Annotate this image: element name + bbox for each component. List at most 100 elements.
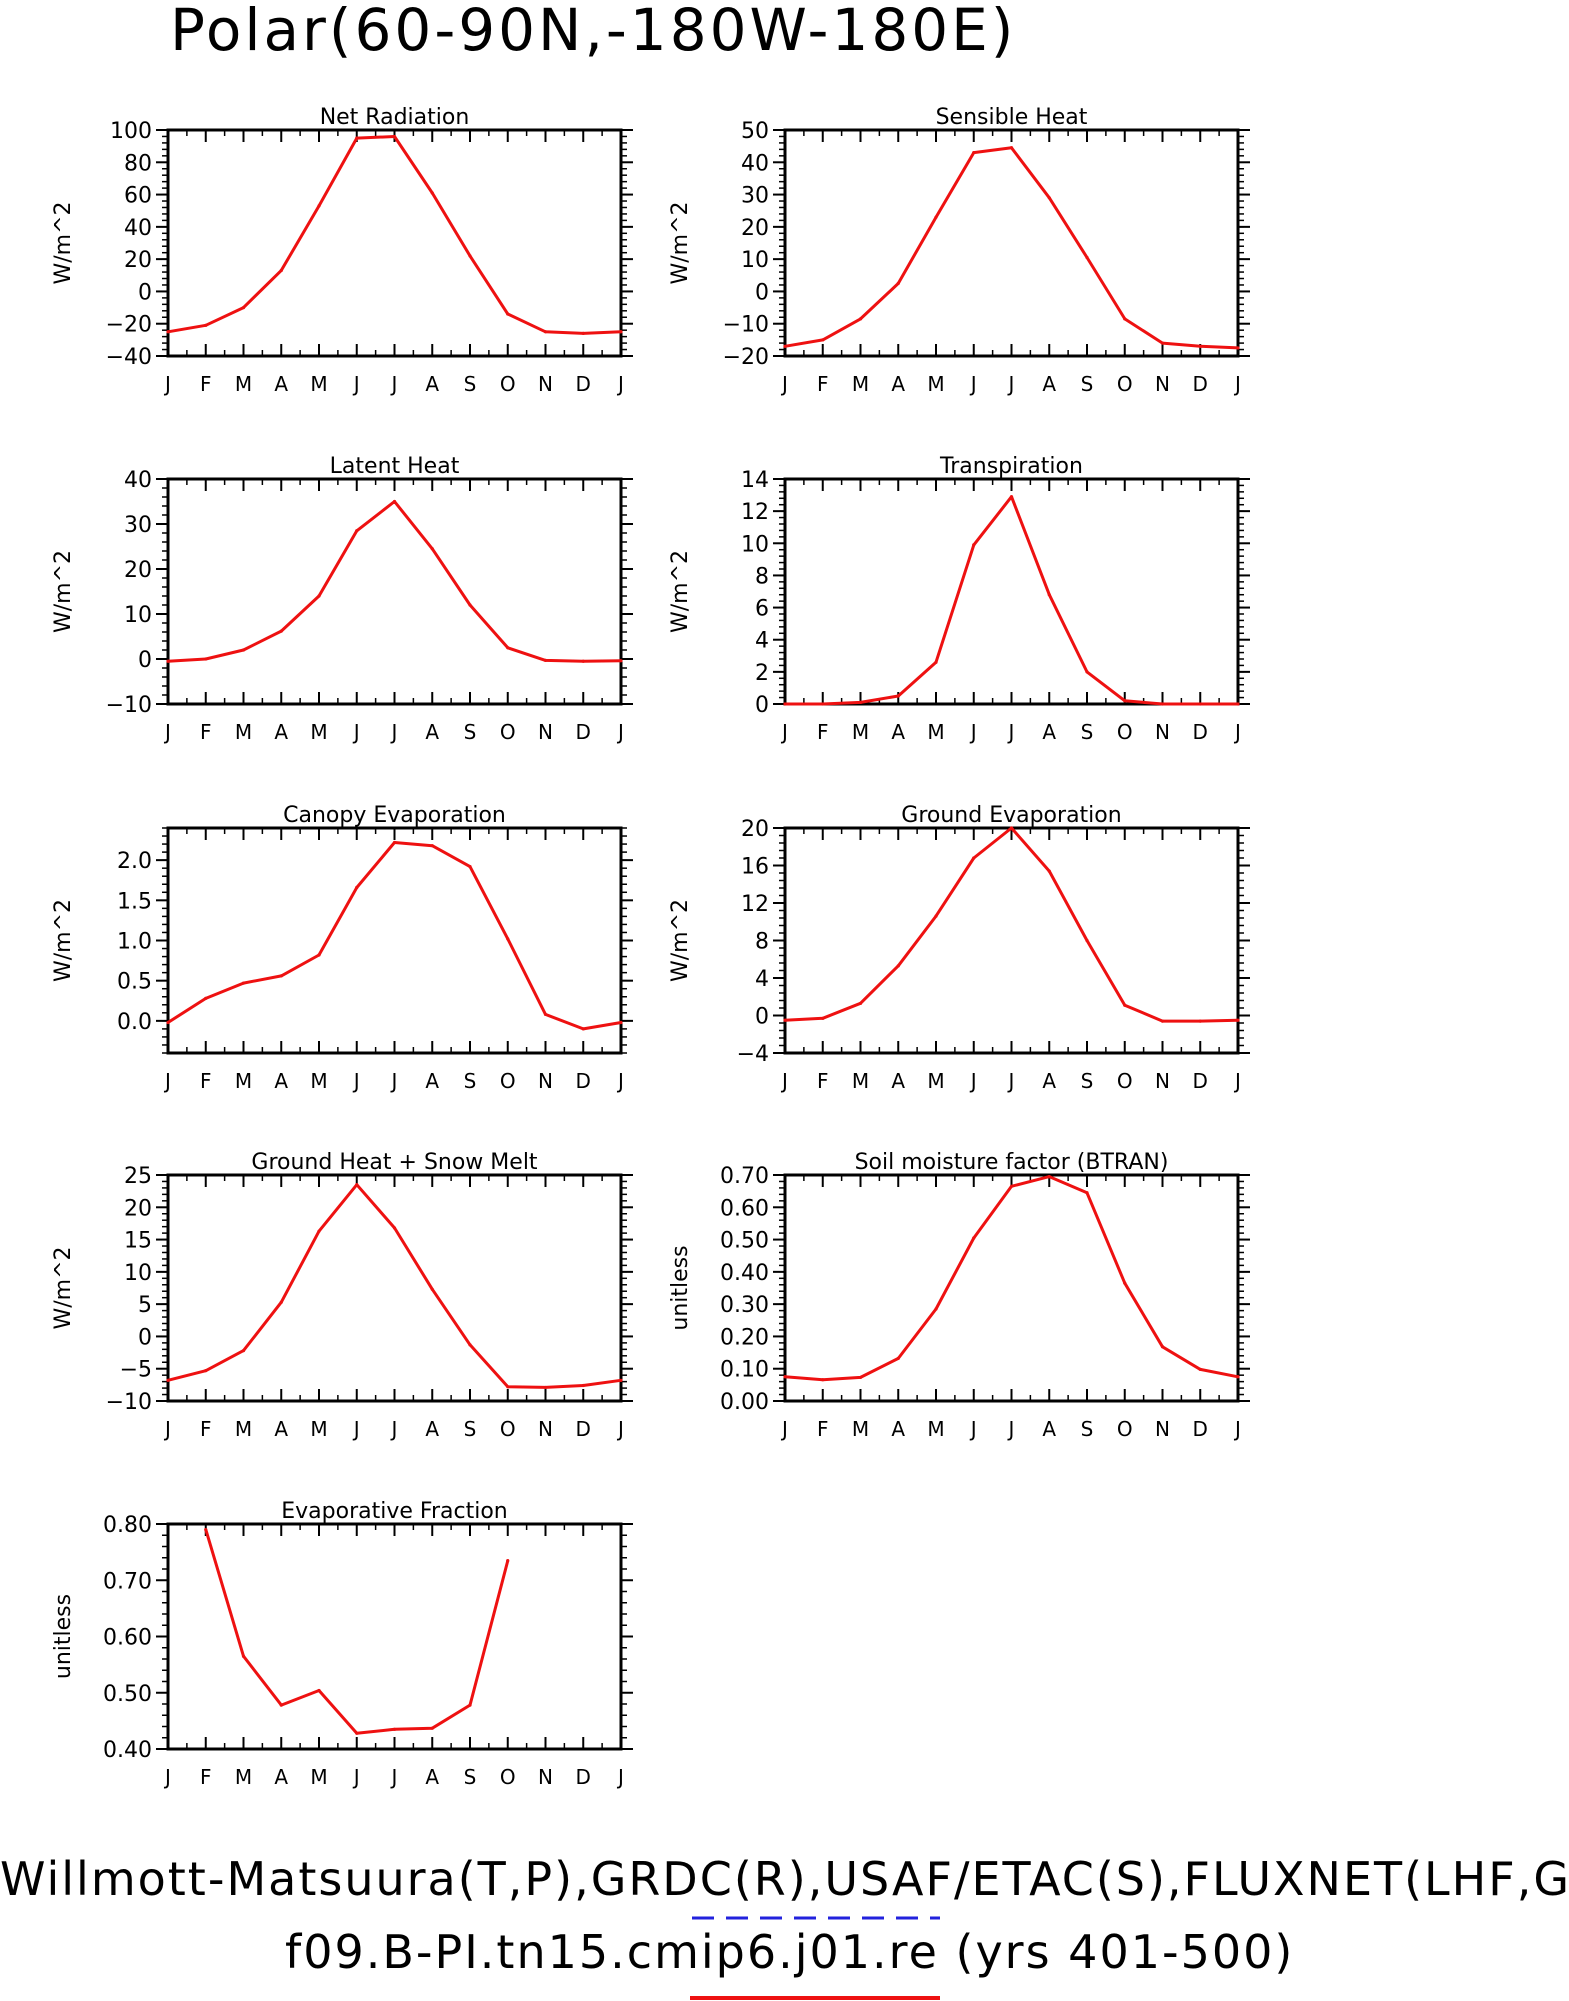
x-tick-label: A — [891, 1417, 905, 1441]
series-line — [784, 826, 1239, 1023]
x-tick-label: A — [274, 720, 288, 744]
data-point — [204, 1528, 208, 1532]
y-tick-label: 40 — [124, 216, 152, 241]
plot-frame — [166, 1173, 623, 1403]
y-tick-label: 25 — [124, 1164, 152, 1189]
data-point — [430, 1287, 434, 1291]
y-axis-label: W/m^2 — [668, 550, 693, 633]
x-tick-label: M — [235, 720, 252, 744]
data-point — [934, 1307, 938, 1311]
data-point — [1047, 869, 1051, 873]
x-tick-label: M — [235, 1765, 252, 1789]
data-point — [506, 937, 510, 941]
x-tick-label: M — [852, 372, 869, 396]
data-point — [392, 1226, 397, 1230]
data-point — [972, 1236, 976, 1240]
x-tick-label: J — [163, 1417, 171, 1441]
x-tick-label: J — [352, 720, 360, 744]
data-point — [1236, 1375, 1240, 1379]
data-point — [934, 215, 938, 219]
x-tick-label: N — [1155, 1069, 1170, 1093]
x-tick-label: J — [352, 1765, 360, 1789]
data-point — [204, 996, 208, 1000]
series-line — [167, 841, 622, 1031]
data-point — [1123, 1003, 1127, 1007]
data-point — [896, 281, 900, 285]
x-tick-label: J — [1007, 1069, 1015, 1093]
y-tick-label: −40 — [106, 345, 152, 370]
x-tick-label: D — [1193, 1417, 1208, 1441]
data-point — [392, 499, 397, 504]
x-tick-label: J — [969, 372, 977, 396]
data-point — [468, 1703, 472, 1707]
x-tick-label: D — [576, 1417, 591, 1441]
data-point — [783, 702, 787, 706]
series-line — [785, 495, 1238, 706]
x-tick-label: F — [817, 1069, 829, 1093]
x-tick-label: A — [1042, 1417, 1056, 1441]
x-tick-label: A — [1042, 720, 1056, 744]
chart-title: Sensible Heat — [936, 105, 1088, 130]
data-point — [279, 974, 283, 978]
x-tick-label: J — [780, 1417, 788, 1441]
x-tick-label: D — [1193, 372, 1208, 396]
data-point — [355, 529, 359, 533]
y-tick-label: 20 — [124, 248, 152, 273]
y-tick-label: 6 — [755, 597, 769, 622]
y-tick-label: 0.50 — [103, 1682, 152, 1707]
x-tick-label: J — [390, 1069, 398, 1093]
data-point — [1198, 344, 1202, 348]
y-tick-label: 0 — [755, 1005, 769, 1030]
x-tick-label: M — [927, 1069, 944, 1093]
data-point — [506, 1385, 510, 1389]
data-point — [543, 1012, 548, 1017]
data-point — [430, 547, 434, 551]
x-tick-label: M — [852, 1417, 869, 1441]
x-tick-label: M — [235, 372, 252, 396]
x-tick-label: N — [538, 372, 553, 396]
data-point — [1198, 1367, 1202, 1371]
y-tick-label: −10 — [106, 693, 152, 718]
x-tick-label: F — [817, 720, 829, 744]
y-tick-label: 50 — [741, 119, 769, 144]
x-tick-label: J — [616, 1765, 624, 1789]
data-point — [506, 312, 510, 316]
y-tick-label: 0.70 — [103, 1569, 152, 1594]
y-tick-label: −20 — [106, 313, 152, 338]
y-tick-label: 0 — [755, 280, 769, 305]
y-tick-label: 0.10 — [720, 1358, 769, 1383]
x-tick-label: J — [969, 1417, 977, 1441]
y-tick-label: 14 — [741, 468, 769, 493]
y-tick-label: 1.0 — [117, 930, 152, 955]
y-tick-label: 30 — [741, 184, 769, 209]
x-tick-label: F — [817, 1417, 829, 1441]
x-tick-label: J — [969, 1069, 977, 1093]
data-point — [468, 864, 472, 869]
y-tick-label: 20 — [124, 558, 152, 583]
x-tick-label: M — [927, 372, 944, 396]
chart-title: Net Radiation — [320, 105, 470, 130]
data-point — [896, 694, 900, 698]
data-point — [783, 1375, 787, 1379]
plot-frame — [166, 128, 623, 358]
y-tick-label: −5 — [120, 1358, 152, 1383]
data-point — [430, 844, 434, 848]
data-point — [241, 1349, 246, 1353]
data-point — [468, 603, 472, 607]
data-point — [619, 330, 623, 334]
data-point — [858, 700, 863, 704]
x-tick-label: O — [1117, 1417, 1133, 1441]
footer-datasets: Willmott-Matsuura(T,P),GRDC(R),USAF/ETAC… — [0, 1852, 1569, 1906]
x-tick-label: J — [163, 1069, 171, 1093]
data-point — [166, 1378, 170, 1382]
data-point — [1160, 702, 1165, 706]
series-line — [167, 135, 622, 335]
x-tick-label: A — [891, 1069, 905, 1093]
x-tick-label: A — [1042, 372, 1056, 396]
data-point — [204, 1369, 208, 1373]
x-tick-label: N — [1155, 720, 1170, 744]
x-tick-label: F — [817, 372, 829, 396]
x-tick-label: M — [852, 1069, 869, 1093]
